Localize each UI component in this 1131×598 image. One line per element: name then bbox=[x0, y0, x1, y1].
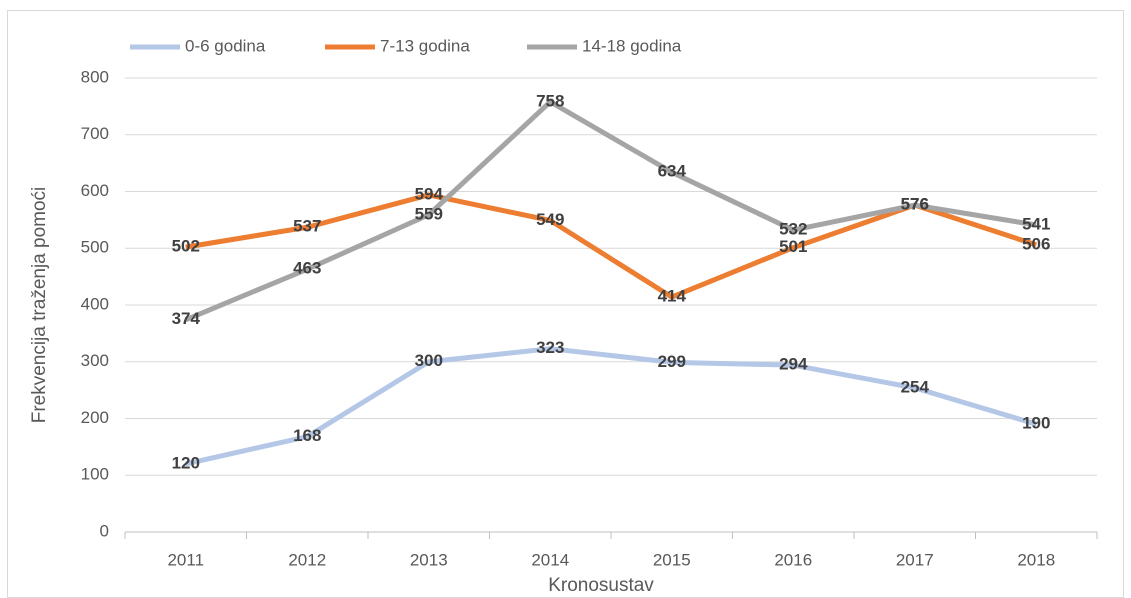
y-tick-label: 100 bbox=[81, 465, 109, 484]
data-label: 374 bbox=[172, 309, 201, 328]
data-label: 506 bbox=[1022, 234, 1050, 253]
x-tick-label: 2016 bbox=[774, 550, 812, 569]
data-label: 576 bbox=[901, 195, 929, 214]
legend-label: 7-13 godina bbox=[380, 36, 470, 55]
data-label: 634 bbox=[658, 162, 687, 181]
y-axis-label: Frekvencija traženja pomoći bbox=[29, 187, 50, 424]
x-tick-label: 2014 bbox=[531, 550, 569, 569]
data-label: 502 bbox=[172, 237, 200, 256]
legend-label: 14-18 godina bbox=[582, 36, 682, 55]
y-tick-label: 300 bbox=[81, 351, 109, 370]
data-label: 559 bbox=[415, 204, 443, 223]
y-tick-label: 600 bbox=[81, 181, 109, 200]
line-series bbox=[185, 346, 1037, 467]
legend-label: 0-6 godina bbox=[185, 36, 266, 55]
data-label: 594 bbox=[415, 184, 444, 203]
data-label: 537 bbox=[293, 217, 321, 236]
data-label: 168 bbox=[293, 426, 321, 445]
line-series bbox=[184, 99, 1037, 323]
x-tick-label: 2017 bbox=[896, 550, 934, 569]
data-label: 463 bbox=[293, 259, 321, 278]
line-series bbox=[185, 192, 1038, 300]
y-tick-label: 400 bbox=[81, 294, 109, 313]
data-label: 294 bbox=[779, 355, 808, 374]
x-tick-label: 2015 bbox=[653, 550, 691, 569]
data-label: 323 bbox=[536, 338, 564, 357]
data-label: 532 bbox=[779, 220, 807, 239]
data-label: 414 bbox=[658, 287, 687, 306]
y-tick-label: 200 bbox=[81, 408, 109, 427]
y-tick-label: 0 bbox=[100, 521, 109, 540]
x-tick-label: 2013 bbox=[410, 550, 448, 569]
x-tick-label: 2018 bbox=[1017, 550, 1055, 569]
data-label: 549 bbox=[536, 210, 564, 229]
data-label: 758 bbox=[536, 91, 564, 110]
data-label: 576 bbox=[901, 195, 929, 214]
x-axis-label: Kronosustav bbox=[548, 575, 654, 596]
data-label: 120 bbox=[172, 453, 200, 472]
data-label: 300 bbox=[415, 351, 443, 370]
y-tick-label: 500 bbox=[81, 238, 109, 257]
data-label: 190 bbox=[1022, 414, 1050, 433]
data-label: 541 bbox=[1022, 214, 1050, 233]
y-tick-label: 700 bbox=[81, 124, 109, 143]
chart-border bbox=[7, 10, 1124, 598]
x-tick-label: 2012 bbox=[288, 550, 326, 569]
x-tick-label: 2011 bbox=[167, 550, 204, 569]
data-label: 501 bbox=[779, 237, 807, 256]
data-label: 299 bbox=[658, 352, 686, 371]
y-tick-label: 800 bbox=[81, 67, 109, 86]
data-label: 254 bbox=[901, 377, 930, 396]
